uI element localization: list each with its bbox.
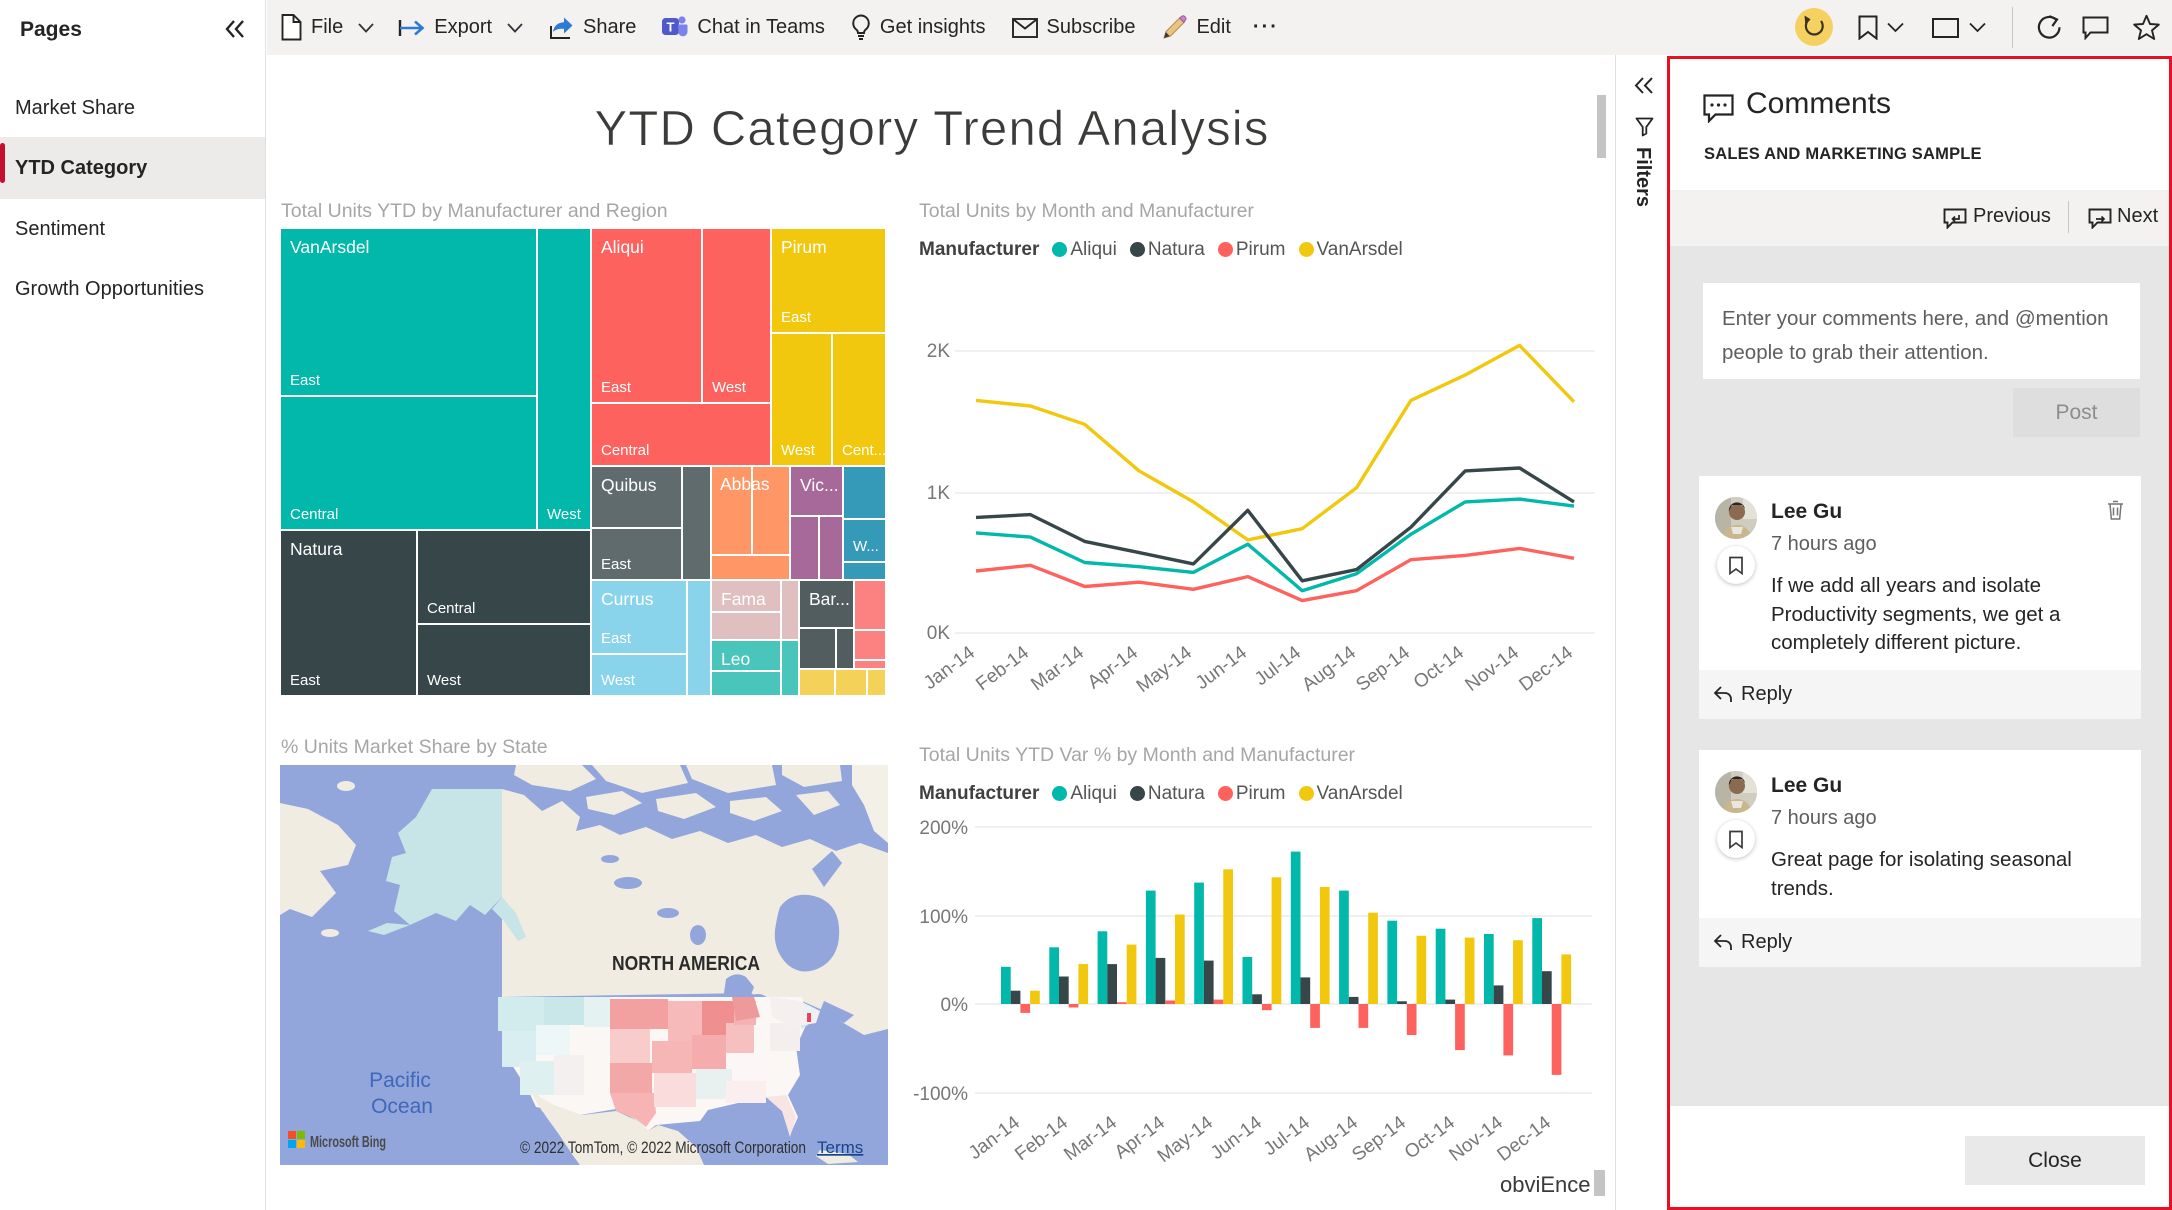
svg-text:May-14: May-14	[1133, 642, 1197, 695]
svg-text:May-14: May-14	[1154, 1112, 1218, 1167]
svg-text:Pacific: Pacific	[369, 1069, 431, 1092]
svg-text:Oct-14: Oct-14	[1410, 642, 1469, 693]
svg-text:© 2022 TomTom, © 2022 Microsof: © 2022 TomTom, © 2022 Microsoft Corporat…	[520, 1138, 806, 1157]
svg-text:Mar-14: Mar-14	[1060, 1112, 1121, 1165]
svg-text:0K: 0K	[927, 623, 951, 644]
svg-text:Dec-14: Dec-14	[1493, 1112, 1555, 1166]
svg-text:Jul-14: Jul-14	[1251, 642, 1305, 690]
svg-text:-100%: -100%	[913, 1084, 968, 1105]
svg-text:0%: 0%	[941, 995, 969, 1016]
svg-text:Jan-14: Jan-14	[965, 1112, 1024, 1164]
svg-text:Sep-14: Sep-14	[1352, 642, 1414, 695]
svg-text:Aug-14: Aug-14	[1298, 642, 1360, 695]
svg-text:Nov-14: Nov-14	[1445, 1112, 1507, 1166]
svg-text:200%: 200%	[919, 818, 968, 839]
svg-text:Microsoft Bing: Microsoft Bing	[310, 1134, 386, 1151]
svg-text:100%: 100%	[919, 907, 968, 928]
svg-text:Nov-14: Nov-14	[1461, 642, 1523, 695]
svg-text:Terms: Terms	[817, 1138, 863, 1157]
svg-text:Feb-14: Feb-14	[1011, 1112, 1072, 1165]
svg-text:Jan-14: Jan-14	[920, 642, 979, 694]
svg-text:Mar-14: Mar-14	[1027, 642, 1088, 695]
svg-text:Sep-14: Sep-14	[1348, 1112, 1410, 1166]
svg-text:Ocean: Ocean	[371, 1095, 433, 1118]
svg-text:Jun-14: Jun-14	[1192, 642, 1251, 694]
svg-text:Aug-14: Aug-14	[1300, 1112, 1362, 1166]
svg-text:Jun-14: Jun-14	[1207, 1112, 1266, 1164]
svg-text:Apr-14: Apr-14	[1084, 642, 1143, 693]
svg-text:NORTH AMERICA: NORTH AMERICA	[612, 953, 760, 975]
svg-text:Feb-14: Feb-14	[972, 642, 1033, 695]
svg-text:1K: 1K	[927, 483, 951, 504]
svg-text:2K: 2K	[927, 341, 951, 362]
svg-text:T: T	[667, 20, 675, 35]
svg-text:Dec-14: Dec-14	[1515, 642, 1577, 695]
